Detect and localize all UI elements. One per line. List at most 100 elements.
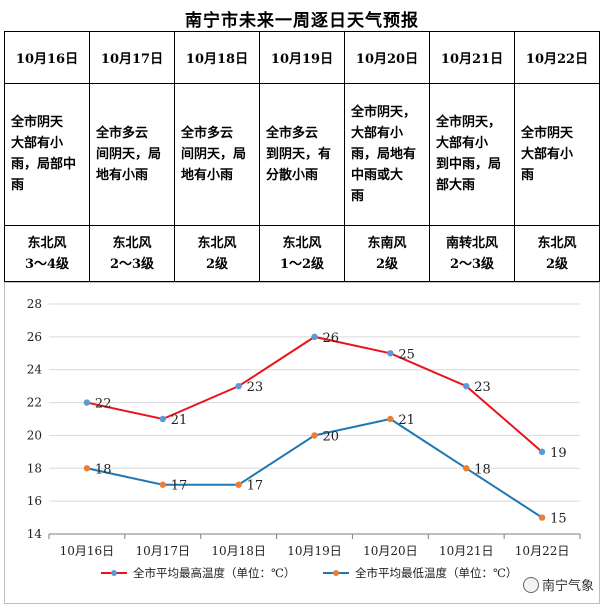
description-line: 部大雨 (436, 178, 476, 194)
forecast-description: 全市多云 到阴天，有 分散小雨 (259, 82, 345, 227)
wind-line: 东北风 (27, 235, 67, 251)
grid-lines (49, 303, 580, 535)
x-tick-label: 10月19日 (287, 544, 342, 558)
date-row: 10月16日 10月17日 10月18日 10月19日 10月20日 10月21日 10月2… (4, 31, 600, 84)
description-line: 地有小雨 (181, 167, 234, 183)
data-point (235, 382, 242, 390)
series-group: 22 21 23 26 25 23 19 18 17 17 20 21 18 15 (83, 331, 567, 527)
data-label: 22 (95, 397, 112, 412)
x-tick-label: 10月22日 (515, 544, 570, 558)
wind-line: 东南风 (367, 235, 407, 251)
wind-line: 1～2级 (279, 256, 325, 272)
data-point (463, 465, 470, 472)
data-label: 26 (323, 331, 340, 346)
data-point (463, 382, 470, 390)
wind-line: 2级 (205, 256, 229, 272)
x-axis-ticks: 10月16日 10月17日 10月18日 10月19日 10月20日 10月21日 10月2… (48, 534, 581, 558)
forecast-wind: 东北风 2～3级 (89, 225, 175, 282)
x-tick-label: 10月21日 (439, 544, 494, 558)
x-tick-label: 10月17日 (136, 544, 191, 558)
description-line: 全市多云 (266, 125, 319, 141)
description-line: 全市多云 (96, 125, 149, 141)
data-label: 17 (247, 479, 264, 494)
description-line: 大部有小 (436, 136, 489, 152)
forecast-wind: 南转北风 2～3级 (429, 225, 515, 282)
forecast-date: 10月18日 (174, 31, 260, 84)
data-point (311, 432, 318, 439)
y-axis-ticks: 14 16 18 20 22 24 26 28 (27, 297, 43, 541)
wind-line: 2～3级 (449, 256, 495, 272)
forecast-date: 10月17日 (89, 31, 175, 84)
wind-line: 南转北风 (445, 235, 498, 251)
page-title: 南宁市未来一周逐日天气预报 (185, 11, 419, 31)
description-line: 大部有小 (521, 146, 574, 162)
data-point (159, 415, 166, 423)
description-row: 全市阴天 大部有小 雨，局部中雨全市多云 间阴天，局 地有小雨 全市多云 间阴天，局 地有小雨… (4, 82, 600, 227)
forecast-wind: 东南风 2级 (344, 225, 430, 282)
wind-line: 东北风 (112, 235, 152, 251)
y-tick-label: 22 (27, 396, 42, 410)
chart-svg: 14 16 18 20 22 24 26 28 10月16日 10月17日 10月18日 10月19… (4, 282, 600, 604)
data-label: 19 (550, 446, 567, 461)
y-tick-label: 14 (27, 527, 43, 541)
y-tick-label: 24 (27, 363, 43, 377)
data-label: 18 (474, 462, 491, 477)
description-line: 大部有小 (351, 125, 404, 141)
description-line: 到阴天，有 (266, 146, 332, 162)
data-point (83, 465, 91, 472)
description-line: 间阴天，局 (96, 146, 162, 162)
forecast-wind: 东北风 1～2级 (259, 225, 345, 282)
data-point (83, 399, 91, 406)
wind-line: 东北风 (537, 235, 577, 251)
wechat-icon (522, 577, 539, 593)
x-tick-label: 10月20日 (363, 544, 418, 558)
wind-line: 2级 (545, 256, 569, 272)
data-label: 21 (171, 413, 188, 428)
y-tick-label: 18 (27, 461, 42, 475)
legend: 全市平均最高温度（单位：℃） 全市平均最低温度（单位：℃） (101, 566, 517, 580)
description-line: 全市阴天 (11, 115, 64, 131)
description-line: 全市阴天， (436, 115, 502, 131)
description-line: 全市多云 (181, 125, 234, 141)
description-line: 地有小雨 (96, 167, 149, 183)
data-label: 25 (398, 347, 415, 362)
forecast-date: 10月16日 (4, 31, 90, 84)
data-point (387, 415, 394, 423)
data-label: 23 (247, 380, 264, 395)
forecast-date: 10月19日 (259, 31, 345, 84)
forecast-table: 10月16日 10月17日 10月18日 10月19日 10月20日 10月21日 10月2… (4, 31, 600, 282)
data-point (538, 448, 546, 456)
y-tick-label: 16 (27, 494, 42, 508)
forecast-wind: 东北风 2级 (514, 225, 600, 282)
description-line: 全市阴天， (351, 104, 417, 120)
description-line: 到中雨，局 (436, 157, 502, 173)
wind-line: 东北风 (282, 235, 322, 251)
description-line: 雨，局地有 (351, 146, 417, 162)
data-label: 18 (95, 462, 112, 477)
wind-line: 2～3级 (109, 256, 155, 272)
watermark: 南宁气象 (522, 575, 594, 594)
forecast-wind: 东北风 2级 (174, 225, 260, 282)
legend-label: 全市平均最低温度（单位：℃） (355, 566, 517, 580)
data-point (235, 481, 242, 488)
forecast-description: 全市阴天， 大部有小 雨，局地有 中雨或大雨 (344, 82, 430, 227)
forecast-description: 全市多云 间阴天，局 地有小雨 (174, 82, 260, 227)
forecast-description: 全市多云间阴天，局地有小雨 (89, 82, 175, 227)
forecast-description: 全市阴天， 大部有小到中雨，局部大雨 (429, 82, 515, 227)
data-label: 23 (474, 380, 491, 395)
description-line: 大部有小 (11, 136, 64, 152)
y-tick-label: 28 (27, 297, 42, 311)
forecast-date: 10月20日 (344, 31, 430, 84)
forecast-wind: 东北风 3～4级 (4, 225, 90, 282)
data-label: 20 (323, 429, 340, 444)
data-point (538, 514, 546, 521)
forecast-description: 全市阴天 大部有小雨 (514, 82, 600, 227)
description-line: 雨 (521, 167, 535, 183)
forecast-description: 全市阴天 大部有小 雨，局部中雨 (4, 82, 90, 227)
x-tick-label: 10月16日 (60, 544, 115, 558)
description-line: 雨 (351, 188, 365, 204)
y-tick-label: 20 (27, 428, 42, 442)
watermark-text: 南宁气象 (541, 579, 594, 594)
wind-line: 东北风 (197, 235, 237, 251)
data-point (387, 350, 394, 357)
